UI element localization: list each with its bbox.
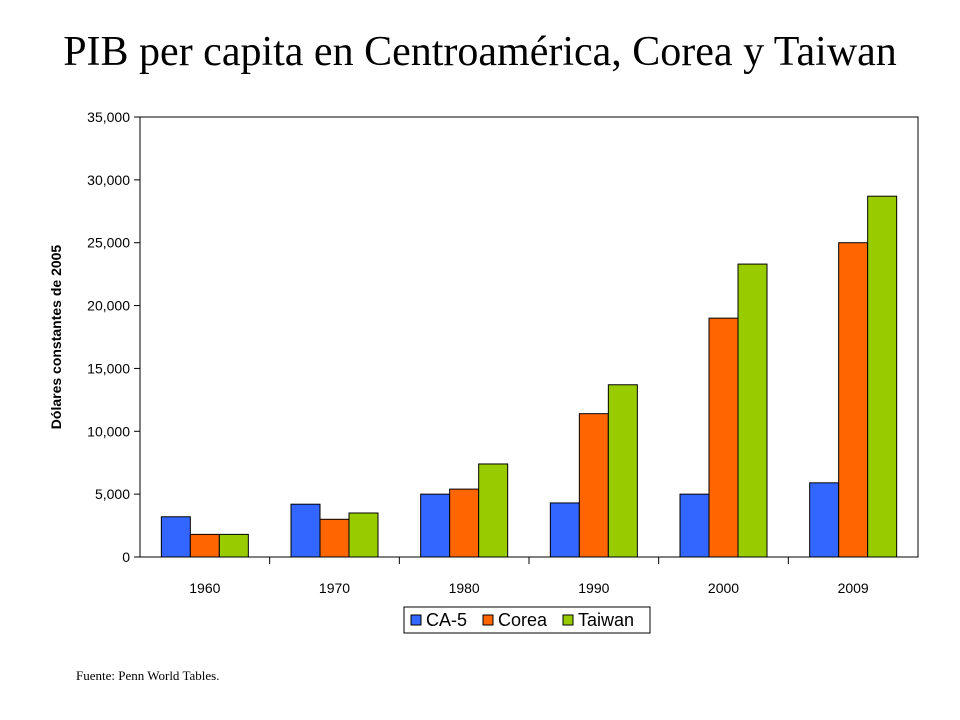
y-tick-label: 15,000 [87,360,130,376]
legend-label-corea: Corea [498,610,548,630]
bar-taiwan [607,384,638,558]
legend-swatch-ca-5 [410,614,422,626]
x-tick-label: 1990 [578,580,609,596]
bar-ca-5 [679,493,710,558]
legend-box [403,606,651,634]
bar-ca-5 [290,503,321,558]
y-tick-label: 20,000 [87,298,130,314]
y-axis-label: Dólares constantes de 2005 [48,245,64,430]
bar-taiwan [478,463,509,558]
x-tick-label: 1960 [189,580,220,596]
x-tick-label: 1980 [449,580,480,596]
y-tick-label: 35,000 [87,109,130,125]
x-tick-label: 1970 [319,580,350,596]
bar-corea [838,242,869,558]
bar-ca-5 [160,516,191,558]
bar-corea [578,413,609,558]
bar-taiwan [737,263,768,558]
y-tick-label: 5,000 [95,486,130,502]
source-note: Fuente: Penn World Tables. [76,668,220,683]
x-tick-label: 2009 [838,580,869,596]
y-tick-label: 25,000 [87,235,130,251]
bar-corea [319,518,350,558]
bar-ca-5 [549,502,580,558]
legend-swatch-taiwan [562,614,574,626]
bar-taiwan [867,195,898,558]
legend-label-ca-5: CA-5 [426,610,467,630]
legend: CA-5 Corea Taiwan [403,606,651,634]
bar-corea [708,317,739,558]
bar-taiwan [218,533,249,558]
bar-corea [449,488,480,558]
legend-label-taiwan: Taiwan [578,610,634,630]
plot-area [139,116,919,558]
bar-corea [189,533,220,558]
x-tick-label: 2000 [708,580,739,596]
chart-title: PIB per capita en Centroamérica, Corea y… [63,29,897,75]
bar-ca-5 [420,493,451,558]
y-tick-label: 30,000 [87,172,130,188]
y-tick-label: 0 [122,549,130,565]
y-tick-label: 10,000 [87,423,130,439]
bar-taiwan [348,512,379,558]
bar-ca-5 [809,482,840,558]
legend-swatch-corea [482,614,494,626]
